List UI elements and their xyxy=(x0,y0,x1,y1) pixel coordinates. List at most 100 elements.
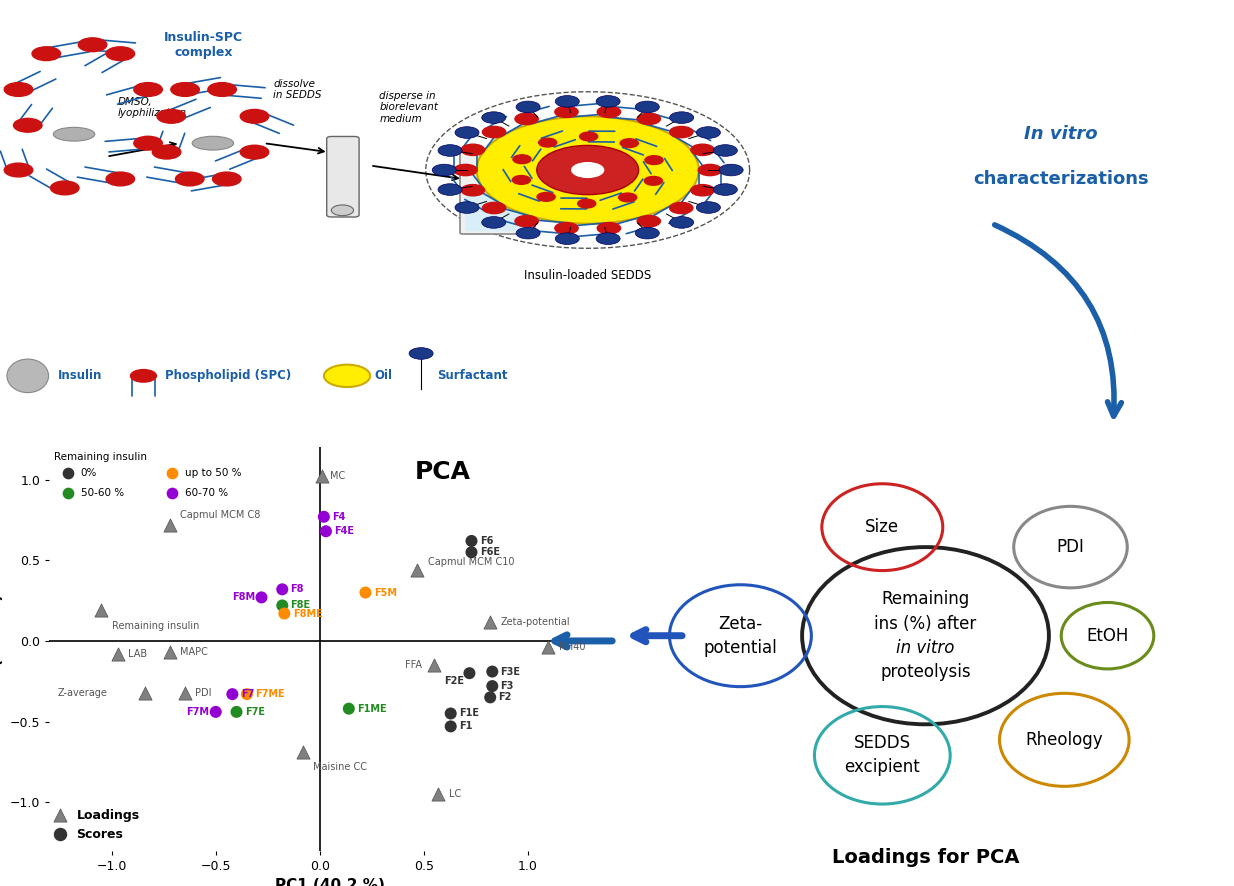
Circle shape xyxy=(133,82,163,97)
Text: F3E: F3E xyxy=(501,666,521,677)
Point xyxy=(428,787,448,801)
Circle shape xyxy=(455,127,479,138)
Point xyxy=(538,641,558,655)
Circle shape xyxy=(578,199,596,208)
Circle shape xyxy=(133,136,163,150)
Circle shape xyxy=(438,183,462,196)
Circle shape xyxy=(482,202,506,214)
Ellipse shape xyxy=(193,136,233,150)
Text: up to 50 %: up to 50 % xyxy=(185,468,241,478)
Circle shape xyxy=(597,222,621,234)
Circle shape xyxy=(323,365,370,387)
Point xyxy=(480,690,500,704)
Text: FFA: FFA xyxy=(405,660,422,670)
Circle shape xyxy=(438,144,462,156)
Circle shape xyxy=(670,127,694,137)
Point xyxy=(162,486,181,500)
Circle shape xyxy=(670,112,694,123)
Circle shape xyxy=(51,181,79,195)
Text: F6: F6 xyxy=(480,536,494,546)
Circle shape xyxy=(555,96,579,107)
Text: Capmul MCM C8: Capmul MCM C8 xyxy=(180,510,260,520)
Circle shape xyxy=(696,202,721,214)
Circle shape xyxy=(175,172,204,186)
Circle shape xyxy=(645,156,663,165)
Point xyxy=(49,828,69,842)
Text: DMSO,
lyophilization: DMSO, lyophilization xyxy=(117,97,186,118)
Circle shape xyxy=(670,202,694,214)
Circle shape xyxy=(4,82,33,97)
Text: Insulin-SPC
complex: Insulin-SPC complex xyxy=(164,31,243,58)
FancyBboxPatch shape xyxy=(327,136,359,217)
Point xyxy=(222,687,242,701)
Text: F4: F4 xyxy=(332,512,346,522)
Circle shape xyxy=(131,369,157,382)
Circle shape xyxy=(644,176,663,185)
Circle shape xyxy=(537,192,555,201)
Text: Maisine CC: Maisine CC xyxy=(313,762,368,772)
Circle shape xyxy=(241,110,269,123)
Circle shape xyxy=(481,216,506,229)
FancyBboxPatch shape xyxy=(465,193,529,231)
Circle shape xyxy=(331,205,353,215)
Point xyxy=(459,666,479,680)
Point xyxy=(312,470,332,484)
Text: Loadings for PCA: Loadings for PCA xyxy=(832,848,1019,867)
Point xyxy=(136,686,155,700)
Text: SEDDS: SEDDS xyxy=(854,734,911,752)
Text: Remaining insulin: Remaining insulin xyxy=(53,452,147,462)
Point xyxy=(91,603,111,618)
Text: Zeta-: Zeta- xyxy=(718,615,763,633)
Circle shape xyxy=(713,144,738,156)
Point xyxy=(252,590,271,604)
Circle shape xyxy=(481,112,506,123)
Text: PDI: PDI xyxy=(1056,538,1085,556)
Text: excipient: excipient xyxy=(844,758,921,776)
Point xyxy=(273,582,292,596)
Point xyxy=(109,647,128,661)
Point xyxy=(294,745,313,759)
Circle shape xyxy=(516,228,540,239)
Point xyxy=(441,706,460,720)
Circle shape xyxy=(537,145,639,195)
Point xyxy=(480,615,500,629)
Text: F7M: F7M xyxy=(186,707,210,717)
Circle shape xyxy=(691,184,714,196)
Point xyxy=(175,686,195,700)
Text: LC: LC xyxy=(449,789,460,799)
Point xyxy=(407,563,427,577)
Text: F1E: F1E xyxy=(459,709,479,719)
Text: RH40: RH40 xyxy=(559,642,585,652)
Circle shape xyxy=(621,139,638,148)
Point xyxy=(424,658,444,672)
Circle shape xyxy=(698,165,722,175)
Circle shape xyxy=(696,127,721,138)
Circle shape xyxy=(596,96,621,107)
Text: 0%: 0% xyxy=(80,468,97,478)
X-axis label: PC1 (40.2 %): PC1 (40.2 %) xyxy=(275,878,385,886)
Text: potential: potential xyxy=(703,639,777,657)
Point xyxy=(49,808,69,822)
Text: MAPC: MAPC xyxy=(180,647,209,657)
Circle shape xyxy=(555,233,579,245)
Text: F8E: F8E xyxy=(290,601,311,610)
Circle shape xyxy=(691,144,714,155)
Text: Remaining insulin: Remaining insulin xyxy=(112,621,199,632)
Point xyxy=(313,509,333,524)
Text: Surfactant: Surfactant xyxy=(437,369,507,383)
Text: Remaining: Remaining xyxy=(881,590,970,608)
Circle shape xyxy=(408,347,433,360)
Text: 50-60 %: 50-60 % xyxy=(80,487,123,498)
Text: Size: Size xyxy=(865,518,900,536)
Point xyxy=(462,545,481,559)
Text: 60-70 %: 60-70 % xyxy=(185,487,227,498)
Circle shape xyxy=(212,172,241,186)
Circle shape xyxy=(4,163,33,177)
Text: F5M: F5M xyxy=(374,587,397,597)
Point xyxy=(462,534,481,548)
Text: EtOH: EtOH xyxy=(1086,626,1129,645)
Text: Phospholipid (SPC): Phospholipid (SPC) xyxy=(165,369,291,383)
Circle shape xyxy=(482,127,506,137)
Circle shape xyxy=(555,106,579,118)
Circle shape xyxy=(513,155,531,164)
